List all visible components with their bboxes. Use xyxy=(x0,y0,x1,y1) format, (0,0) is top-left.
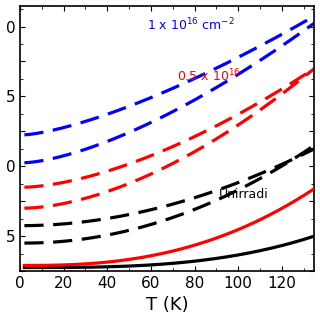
Text: 0.5 x 10$^{16}$: 0.5 x 10$^{16}$ xyxy=(177,68,241,84)
Text: 1 x 10$^{16}$ cm$^{-2}$: 1 x 10$^{16}$ cm$^{-2}$ xyxy=(147,16,235,33)
Text: Unirradi: Unirradi xyxy=(219,188,268,201)
X-axis label: T (K): T (K) xyxy=(146,296,188,315)
